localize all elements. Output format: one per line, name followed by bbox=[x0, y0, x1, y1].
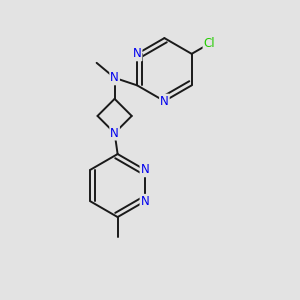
Text: N: N bbox=[140, 195, 149, 208]
Text: N: N bbox=[133, 47, 142, 60]
Text: N: N bbox=[110, 127, 119, 140]
Text: N: N bbox=[110, 71, 119, 84]
Text: N: N bbox=[160, 94, 169, 108]
Text: N: N bbox=[140, 163, 149, 176]
Text: Cl: Cl bbox=[203, 37, 215, 50]
